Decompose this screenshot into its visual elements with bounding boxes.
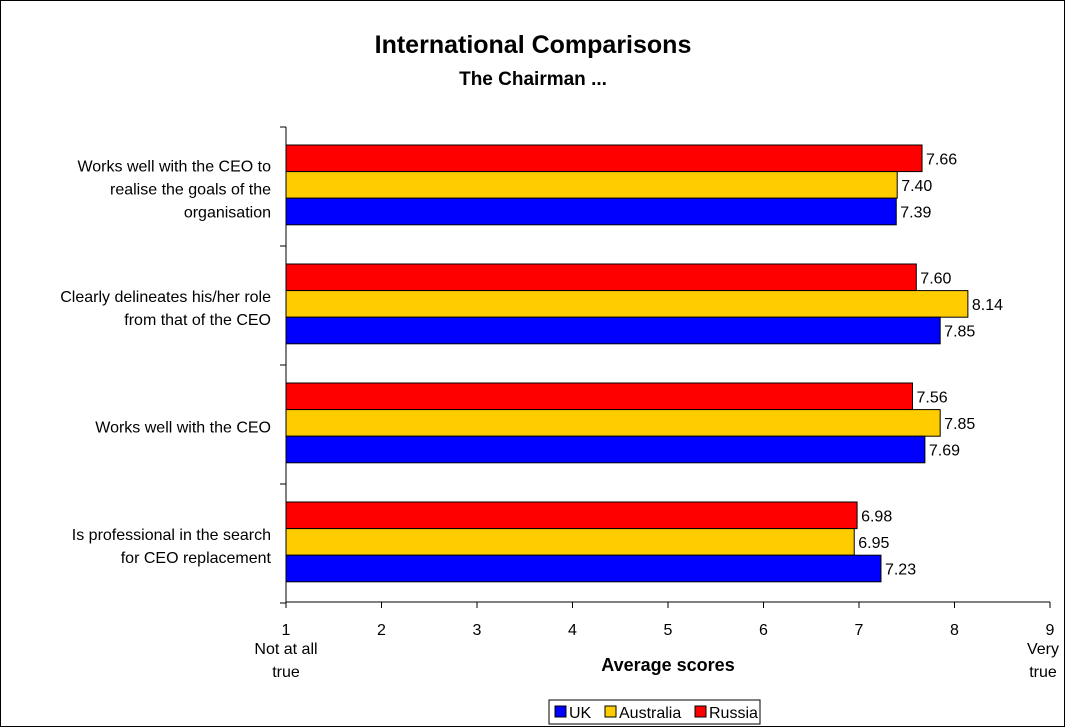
legend-label-uk: UK (569, 705, 592, 722)
data-label: 7.40 (901, 178, 932, 195)
category-label: Works well with the CEO to realise the go… (77, 159, 271, 222)
plot-area: 7.66 7.40 7.39 Works well with the CEO to re… (60, 126, 1059, 681)
legend-label-australia: Australia (619, 705, 681, 722)
data-label: 7.85 (944, 416, 975, 433)
category-label-line: Is professional in the search (72, 527, 271, 544)
category-label-line: from that of the CEO (124, 312, 271, 329)
data-label: 6.95 (858, 535, 889, 552)
x-tick-label: 7 (855, 622, 864, 639)
category-label-line: Works well with the CEO (95, 420, 271, 437)
legend-box (548, 699, 761, 725)
chart-subtitle: The Chairman ... (459, 69, 607, 90)
legend: UK Australia Russia (548, 699, 761, 725)
data-label: 7.85 (944, 324, 975, 341)
bar-uk (285, 435, 926, 464)
bar-russia (285, 263, 917, 292)
bar-australia (285, 409, 941, 437)
data-label: 6.98 (861, 508, 892, 525)
x-tick-label: 4 (568, 622, 577, 639)
chart-title: International Comparisons (375, 31, 692, 59)
category-label: Clearly delineates his/her role from that… (60, 289, 271, 329)
data-label: 7.39 (900, 205, 931, 222)
bar-australia (285, 528, 855, 556)
data-label: 7.56 (916, 389, 947, 406)
data-label: 7.60 (920, 270, 951, 287)
legend-swatch-russia (694, 705, 707, 718)
x-end-label-line: Not at all (254, 641, 317, 658)
x-axis-title: Average scores (601, 655, 734, 675)
x-tick-label: 3 (473, 622, 482, 639)
category-label-line: organisation (184, 205, 271, 222)
bar-australia (285, 171, 898, 199)
legend-swatch-australia (604, 705, 617, 718)
data-label: 7.23 (885, 562, 916, 579)
bar-russia (285, 501, 858, 530)
bar-russia (285, 382, 913, 411)
x-tick-label: 1 (282, 622, 291, 639)
x-tick-label: 9 (1046, 622, 1055, 639)
bar-australia (285, 290, 969, 318)
category-label-line: Clearly delineates his/her role (60, 289, 271, 306)
category-label-line: realise the goals of the (110, 182, 271, 199)
bar-russia (285, 144, 923, 173)
data-label: 7.69 (929, 443, 960, 460)
category-label: Is professional in the search for CEO rep… (72, 527, 272, 567)
category-label: Works well with the CEO (95, 420, 271, 437)
bar-uk (285, 554, 882, 583)
legend-label-russia: Russia (709, 705, 758, 722)
x-tick-label: 8 (950, 622, 959, 639)
legend-swatch-uk (554, 705, 567, 718)
x-end-label-low: Not at all true (254, 641, 317, 681)
x-tick-label: 5 (664, 622, 673, 639)
bar-uk (285, 197, 897, 226)
x-end-label-line: true (272, 664, 300, 681)
x-tick-label: 2 (377, 622, 386, 639)
category-label-line: for CEO replacement (121, 550, 272, 567)
x-end-label-line: true (1029, 664, 1057, 681)
data-label: 7.66 (926, 151, 957, 168)
data-label: 8.14 (972, 297, 1003, 314)
bar-uk (285, 316, 941, 345)
x-tick-label: 6 (759, 622, 768, 639)
x-end-label-high: Very true (1027, 641, 1059, 681)
category-label-line: Works well with the CEO to (77, 159, 271, 176)
x-end-label-line: Very (1027, 641, 1059, 658)
